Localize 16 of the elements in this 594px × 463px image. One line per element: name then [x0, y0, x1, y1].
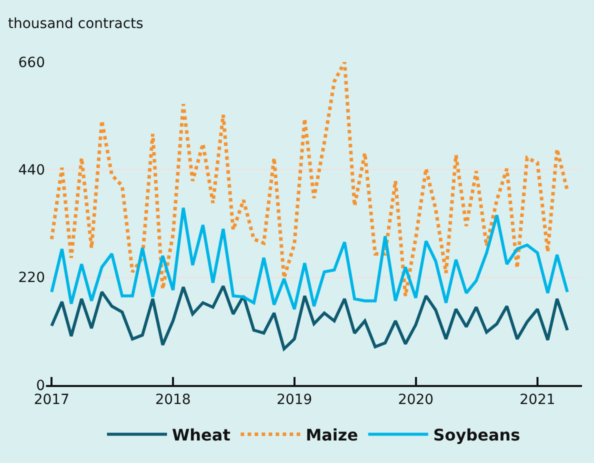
line-series: [50, 62, 570, 298]
x-tick-label: 2019: [276, 392, 312, 408]
y-axis-title: thousand contracts: [8, 16, 144, 32]
y-tick-label: 220: [18, 270, 45, 286]
legend-label: Wheat: [172, 425, 231, 444]
x-tick-label: 2018: [155, 392, 191, 408]
x-tick-label: 2017: [34, 392, 70, 408]
line-series: [50, 206, 569, 311]
legend-label: Maize: [306, 425, 358, 444]
y-tick-label: 0: [36, 378, 45, 394]
legend-label: Soybeans: [433, 425, 520, 444]
y-tick-label: 440: [18, 162, 45, 179]
x-tick-label: 2020: [398, 392, 434, 408]
line-series: [50, 284, 569, 350]
x-tick-label: 2021: [520, 392, 556, 408]
y-tick-label: 660: [18, 54, 45, 71]
